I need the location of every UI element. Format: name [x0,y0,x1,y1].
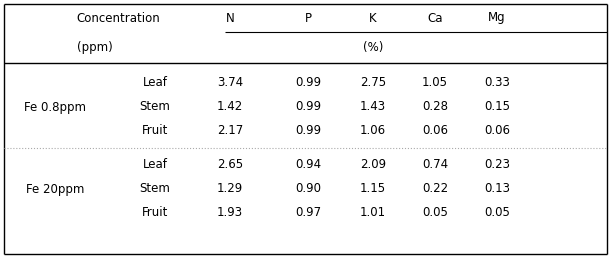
Text: 1.05: 1.05 [422,76,448,89]
Text: 1.15: 1.15 [360,183,386,196]
Text: 1.29: 1.29 [217,183,243,196]
Text: Stem: Stem [139,101,170,114]
Text: Stem: Stem [139,183,170,196]
Text: N: N [225,11,235,24]
Text: 0.22: 0.22 [422,183,448,196]
Text: 1.42: 1.42 [217,101,243,114]
Text: P: P [304,11,312,24]
Text: 0.06: 0.06 [484,125,510,138]
Text: 0.06: 0.06 [422,125,448,138]
Text: 0.99: 0.99 [295,76,321,89]
Text: Fe 20ppm: Fe 20ppm [26,183,84,196]
Text: Fruit: Fruit [142,125,168,138]
Text: 2.65: 2.65 [217,159,243,172]
Text: 2.17: 2.17 [217,125,243,138]
Text: 1.93: 1.93 [217,206,243,219]
Text: 0.99: 0.99 [295,125,321,138]
Text: 0.99: 0.99 [295,101,321,114]
Text: K: K [369,11,377,24]
Text: 2.09: 2.09 [360,159,386,172]
Text: Concentration: Concentration [76,11,160,24]
Text: 0.13: 0.13 [484,183,510,196]
Text: 3.74: 3.74 [217,76,243,89]
Text: 0.28: 0.28 [422,101,448,114]
Text: 0.05: 0.05 [484,206,510,219]
Text: 1.06: 1.06 [360,125,386,138]
Text: 2.75: 2.75 [360,76,386,89]
Text: Leaf: Leaf [142,76,167,89]
Text: 0.05: 0.05 [422,206,448,219]
Text: 0.97: 0.97 [295,206,321,219]
Text: (ppm): (ppm) [77,42,113,55]
Text: (%): (%) [363,42,383,55]
Text: 0.90: 0.90 [295,183,321,196]
Text: Fruit: Fruit [142,206,168,219]
Text: 0.33: 0.33 [484,76,510,89]
Text: 0.15: 0.15 [484,101,510,114]
Text: Ca: Ca [427,11,443,24]
Text: Mg: Mg [488,11,506,24]
Text: 1.01: 1.01 [360,206,386,219]
Text: 0.23: 0.23 [484,159,510,172]
Text: Leaf: Leaf [142,159,167,172]
Text: Fe 0.8ppm: Fe 0.8ppm [24,101,86,114]
Text: 0.94: 0.94 [295,159,321,172]
Text: 0.74: 0.74 [422,159,448,172]
Text: 1.43: 1.43 [360,101,386,114]
